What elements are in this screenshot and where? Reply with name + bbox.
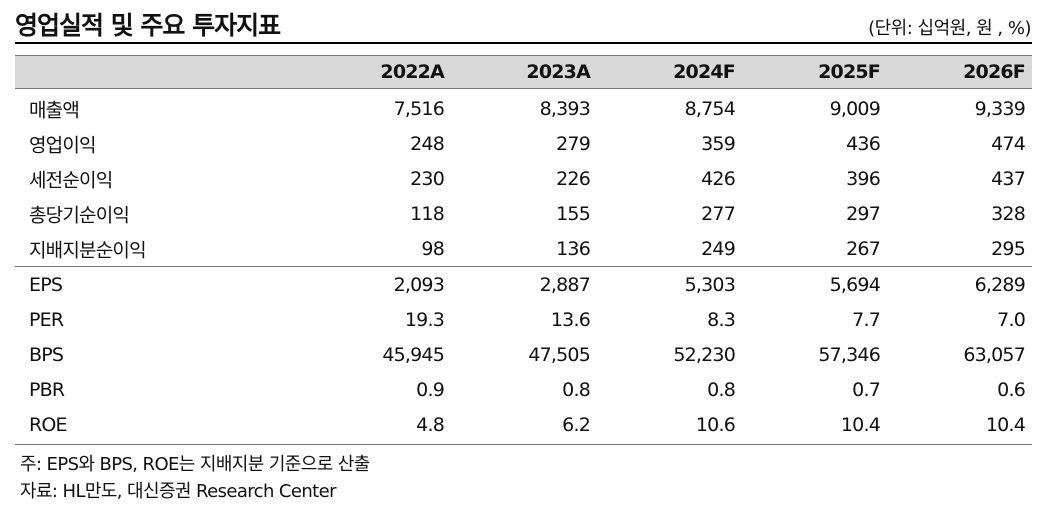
row-label: 세전순이익 [29,169,113,191]
table-row: 매출액 7,516 8,393 8,754 9,009 9,339 [15,91,1032,126]
cell: 249 [701,237,736,260]
column-header: 2022A [380,61,444,83]
cell: 8.3 [707,308,736,331]
cell: 437 [991,167,1026,190]
table-row: PER 19.3 13.6 8.3 7.7 7.0 [15,302,1032,337]
cell: 279 [556,132,591,155]
cell: 6.2 [562,413,591,436]
table-row: EPS 2,093 2,887 5,303 5,694 6,289 [15,267,1032,302]
cell: 19.3 [404,308,445,331]
cell: 155 [556,202,591,225]
cell: 2,093 [393,273,445,296]
cell: 0.7 [852,378,881,401]
cell: 396 [846,167,881,190]
cell: 295 [991,237,1026,260]
table-row: PBR 0.9 0.8 0.8 0.7 0.6 [15,372,1032,407]
column-header: 2026F [963,61,1026,83]
table-section: 매출액 7,516 8,393 8,754 9,009 9,339 영업이익 248 279 35… [15,89,1032,267]
table-row: 세전순이익 230 226 426 396 437 [15,161,1032,196]
row-label: 지배지분순이익 [29,239,147,261]
cell: 4.8 [416,413,445,436]
note: 주: EPS와 BPS, ROE는 지배지분 기준으로 산출 [20,454,370,475]
row-label: BPS [29,343,64,366]
cell: 98 [421,237,444,260]
cell: 328 [991,202,1026,225]
table-row: 영업이익 248 279 359 436 474 [15,126,1032,161]
row-label: PBR [29,378,65,401]
cell: 10.6 [695,413,736,436]
cell: 5,694 [829,273,881,296]
row-label: 영업이익 [29,134,97,156]
cell: 474 [991,132,1026,155]
cell: 57,346 [818,343,880,366]
cell: 45,945 [382,343,444,366]
cell: 118 [410,202,445,225]
cell: 52,230 [673,343,735,366]
note: 자료: HL만도, 대신증권 Research Center [20,481,336,502]
cell: 2,887 [539,273,591,296]
cell: 0.8 [562,378,591,401]
table: 2022A 2023A 2024F 2025F 2026F 매출액 7,516 8,393 8,… [15,55,1032,445]
cell: 277 [701,202,736,225]
cell: 226 [556,167,591,190]
cell: 0.6 [997,378,1026,401]
cell: 10.4 [985,413,1026,436]
row-label: ROE [29,413,68,436]
table-row: ROE 4.8 6.2 10.6 10.4 10.4 [15,407,1032,442]
table-row: 총당기순이익 118 155 277 297 328 [15,196,1032,231]
cell: 7.7 [852,308,881,331]
cell: 9,339 [974,97,1026,120]
row-label: PER [29,308,64,331]
table-section: EPS 2,093 2,887 5,303 5,694 6,289 PER 19.3 13.6 8… [15,267,1032,445]
cell: 7.0 [997,308,1026,331]
cell: 230 [410,167,445,190]
column-header: 2025F [818,61,881,83]
cell: 136 [556,237,591,260]
table-row: 지배지분순이익 98 136 249 267 295 [15,231,1032,266]
table-row: BPS 45,945 47,505 52,230 57,346 63,057 [15,337,1032,372]
title-rule [15,42,1032,44]
cell: 248 [410,132,445,155]
cell: 0.9 [416,378,445,401]
title: 영업실적 및 주요 투자지표 [15,11,281,40]
cell: 8,754 [684,97,736,120]
cell: 359 [701,132,736,155]
column-header: 2023A [526,61,590,83]
cell: 9,009 [829,97,881,120]
cell: 7,516 [393,97,445,120]
cell: 267 [846,237,881,260]
row-label: 매출액 [29,99,80,121]
cell: 5,303 [684,273,736,296]
cell: 47,505 [528,343,590,366]
cell: 63,057 [963,343,1025,366]
cell: 13.6 [550,308,591,331]
cell: 8,393 [539,97,591,120]
cell: 10.4 [840,413,881,436]
cell: 0.8 [707,378,736,401]
row-label: EPS [29,273,63,296]
cell: 426 [701,167,736,190]
cell: 436 [846,132,881,155]
cell: 6,289 [974,273,1026,296]
row-label: 총당기순이익 [29,204,130,226]
cell: 297 [846,202,881,225]
column-header: 2024F [673,61,736,83]
unit: (단위: 십억원, 원 , %) [868,18,1031,39]
header-row: 2022A 2023A 2024F 2025F 2026F [15,55,1032,89]
